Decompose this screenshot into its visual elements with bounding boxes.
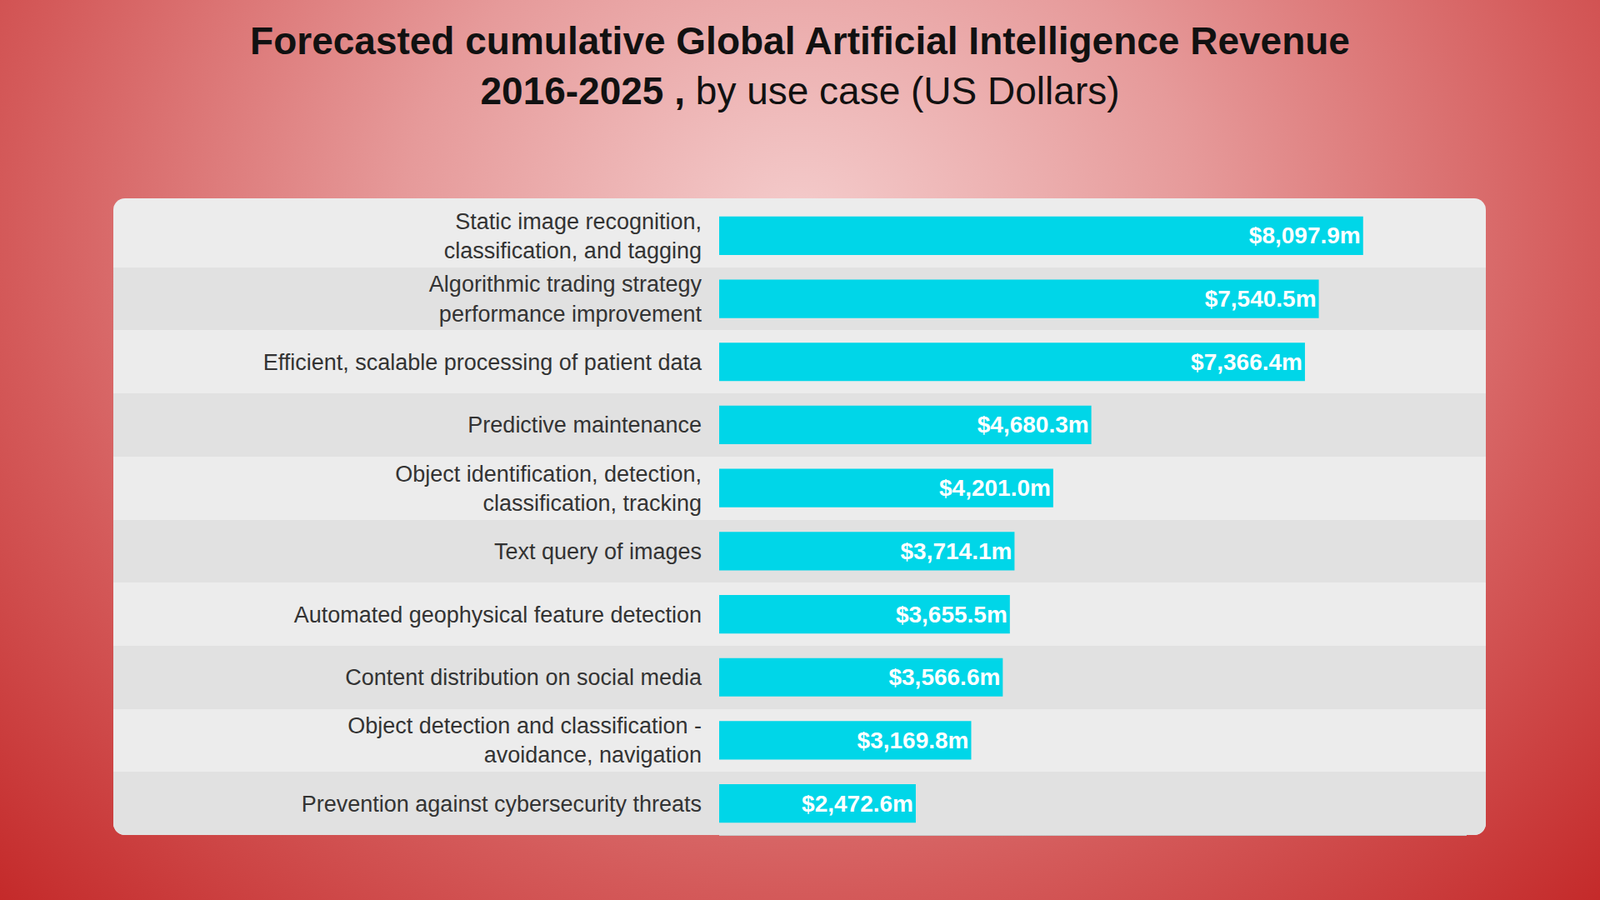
svg-text:Forecasted cumulative Global A: Forecasted cumulative Global Artificial … <box>250 19 1350 113</box>
svg-text:$3,566.6m: $3,566.6m <box>888 664 1000 690</box>
svg-text:Text query of images: Text query of images <box>494 539 702 565</box>
svg-text:Static image recognition,class: Static image recognition,classification,… <box>444 209 702 264</box>
svg-text:$3,714.1m: $3,714.1m <box>900 538 1013 565</box>
svg-text:Efficient, scalable processing: Efficient, scalable processing of patien… <box>263 350 703 375</box>
svg-text:$7,540.5m: $7,540.5m <box>1205 285 1317 312</box>
svg-text:$3,655.5m: $3,655.5m <box>895 601 1008 628</box>
svg-text:Prevention against cybersecuri: Prevention against cybersecurity threats <box>301 791 702 817</box>
svg-text:Predictive maintenance: Predictive maintenance <box>467 412 702 438</box>
svg-text:Content distribution on social: Content distribution on social media <box>345 665 703 690</box>
svg-text:Automated geophysical feature: Automated geophysical feature detection <box>294 602 702 628</box>
svg-text:Algorithmic trading strategype: Algorithmic trading strategyperformance … <box>429 271 703 326</box>
svg-text:$3,169.8m: $3,169.8m <box>857 727 970 754</box>
svg-text:$4,680.3m: $4,680.3m <box>977 411 1090 438</box>
svg-text:Object identification, detecti: Object identification, detection,classif… <box>395 461 702 516</box>
svg-text:$8,097.9m: $8,097.9m <box>1249 222 1361 249</box>
svg-text:$2,472.6m: $2,472.6m <box>801 790 914 817</box>
svg-text:$7,366.4m: $7,366.4m <box>1190 349 1303 375</box>
svg-text:$4,201.0m: $4,201.0m <box>939 475 1051 501</box>
svg-text:Object detection and classific: Object detection and classification -avo… <box>347 713 702 768</box>
